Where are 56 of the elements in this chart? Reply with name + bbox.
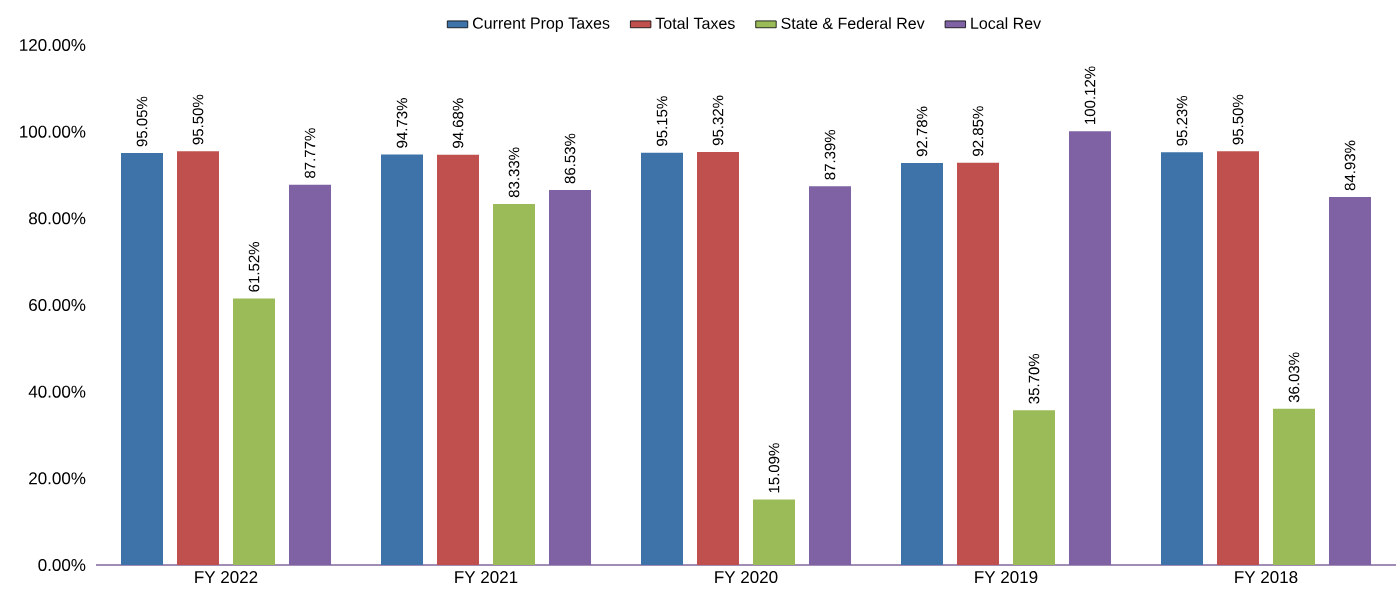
bar [289,184,332,565]
bar [381,154,423,565]
legend-label: Total Taxes [655,17,735,29]
bar [1217,151,1259,565]
bar [1013,410,1055,565]
data-label: 84.93% [1344,140,1356,191]
y-tick-label: 60.00% [29,298,86,311]
y-tick-label: 100.00% [20,125,86,138]
bar [177,151,219,565]
bar [697,151,739,565]
data-label: 86.53% [564,133,576,184]
data-label: 100.12% [1084,66,1096,124]
bar [753,499,795,565]
x-tick-label: FY 2020 [715,571,778,584]
data-label: 94.73% [396,98,408,148]
data-label: 35.70% [1028,353,1040,404]
bar [233,298,276,565]
data-label: 95.15% [656,96,668,146]
bar [437,154,479,565]
data-label: 95.50% [1232,94,1244,145]
data-label: 95.50% [192,94,204,145]
legend-label: Current Prop Taxes [472,17,610,32]
bar [493,203,535,565]
bar [1160,152,1203,565]
legend-label: Local Rev [971,17,1042,29]
bar [901,162,943,565]
data-label: 92.78% [916,106,928,157]
y-tick-label: 120.00% [20,38,86,51]
data-label: 87.77% [304,128,316,178]
bar [1329,196,1371,565]
x-tick-label: FY 2019 [975,571,1038,584]
x-tick-label: FY 2022 [195,571,258,584]
y-tick-label: 0.00% [38,558,86,571]
bar [1069,131,1111,565]
data-label: 15.09% [768,443,780,493]
legend-label: State & Federal Rev [781,17,925,29]
bar [809,186,851,565]
x-tick-label: FY 2021 [455,571,518,584]
y-tick-label: 20.00% [29,472,86,485]
y-tick-label: 40.00% [28,385,86,398]
bar [957,162,999,565]
bar [121,153,163,565]
data-label: 94.68% [452,98,464,148]
data-label: 83.33% [508,147,520,198]
data-label: 61.52% [248,242,260,292]
data-label: 92.85% [972,106,984,156]
y-tick-label: 80.00% [29,212,86,225]
x-tick-label: FY 2018 [1235,571,1298,584]
data-label: 87.39% [824,129,836,180]
data-label: 95.05% [136,96,148,147]
bar [1273,408,1315,565]
bar [549,190,591,565]
bar [641,152,683,565]
data-label: 95.32% [712,95,724,146]
data-label: 36.03% [1288,352,1300,403]
data-label: 95.23% [1176,95,1188,146]
